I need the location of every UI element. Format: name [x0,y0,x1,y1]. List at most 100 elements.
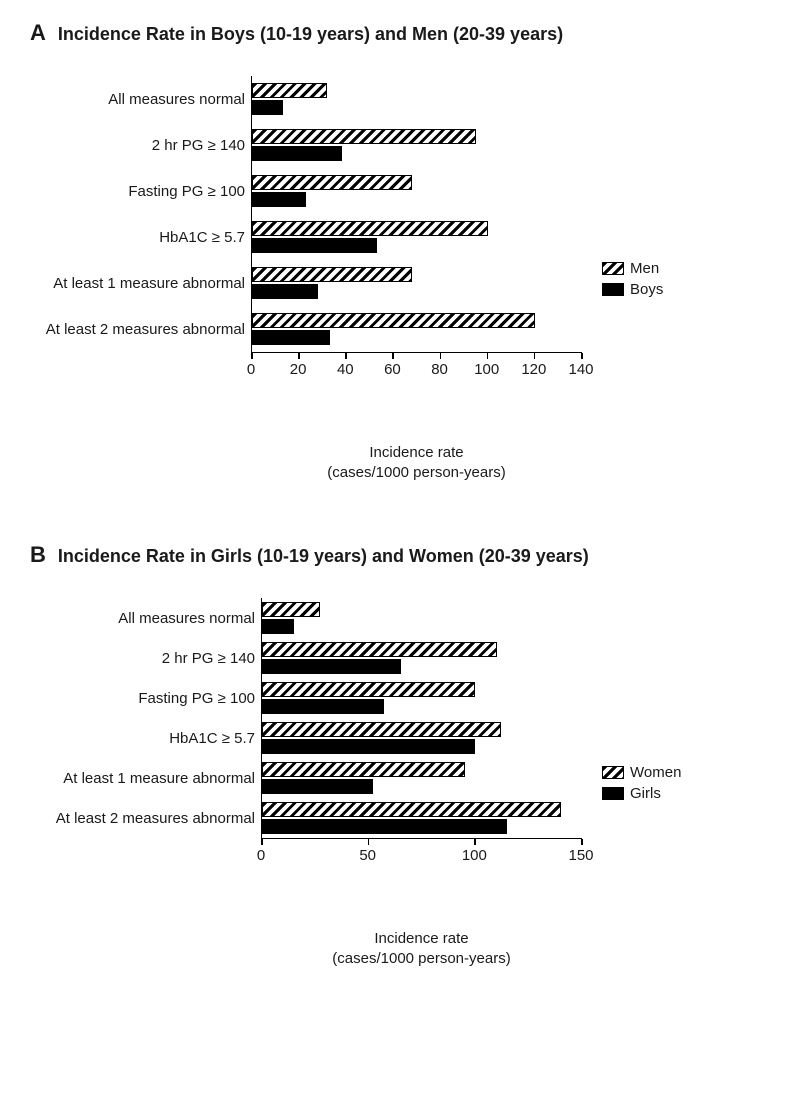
bar-girls [262,779,373,794]
category-slot [252,214,582,260]
x-tick [261,839,263,845]
category-slot [262,718,582,758]
x-axis: 020406080100120140 [251,353,581,413]
x-tick [345,353,347,359]
chart-block: All measures normal2 hr PG ≥ 140Fasting … [30,76,582,482]
x-axis-title-line2: (cases/1000 person-years) [251,463,582,483]
legend-item: Girls [602,785,681,802]
x-tick [440,353,442,359]
x-tick [368,839,370,845]
category-label: All measures normal [30,598,255,638]
bar-girls [262,659,401,674]
x-tick-label: 20 [290,361,307,378]
bar-boys [252,146,342,161]
category-label: 2 hr PG ≥ 140 [30,122,245,168]
category-slot [252,122,582,168]
bar-women [262,802,561,817]
category-slot [262,678,582,718]
category-slot [252,306,582,352]
category-slot [252,260,582,306]
plot-area [261,598,582,839]
bar-men [252,175,412,190]
x-tick-label: 100 [474,361,499,378]
x-tick-label: 140 [568,361,593,378]
bar-women [262,762,465,777]
legend: Men Boys [602,256,663,302]
category-slot [262,758,582,798]
x-tick [251,353,253,359]
category-slot [262,638,582,678]
panel-letter: B [30,542,46,568]
x-axis-title: Incidence rate(cases/1000 person-years) [251,443,582,482]
category-label: At least 1 measure abnormal [30,758,255,798]
plot-area [251,76,582,353]
x-tick [487,353,489,359]
bar-girls [262,739,475,754]
category-label: At least 2 measures abnormal [30,306,245,352]
bar-men [252,313,535,328]
category-label: At least 2 measures abnormal [30,798,255,838]
panel-a: A Incidence Rate in Boys (10-19 years) an… [30,20,757,482]
legend-item: Women [602,764,681,781]
legend-label: Men [630,260,659,277]
chart-block: All measures normal2 hr PG ≥ 140Fasting … [30,598,582,968]
category-label: All measures normal [30,76,245,122]
category-slot [262,598,582,638]
panel-title: Incidence Rate in Girls (10-19 years) an… [58,546,589,567]
legend-swatch-hatched [602,262,624,275]
category-label: 2 hr PG ≥ 140 [30,638,255,678]
bar-women [262,602,320,617]
x-axis-title-line1: Incidence rate [251,443,582,463]
panel-header: A Incidence Rate in Boys (10-19 years) an… [30,20,757,46]
x-tick-label: 80 [431,361,448,378]
x-tick-label: 120 [521,361,546,378]
legend-label: Women [630,764,681,781]
plot-column: 050100150Incidence rate(cases/1000 perso… [261,598,582,968]
x-tick [298,353,300,359]
legend-swatch-hatched [602,766,624,779]
panel-b: B Incidence Rate in Girls (10-19 years) a… [30,542,757,968]
legend-swatch-solid [602,283,624,296]
x-tick [534,353,536,359]
y-axis-labels: All measures normal2 hr PG ≥ 140Fasting … [30,76,251,352]
x-tick-label: 150 [568,847,593,864]
x-tick-label: 50 [359,847,376,864]
x-axis-title-line1: Incidence rate [261,929,582,949]
category-label: Fasting PG ≥ 100 [30,168,245,214]
legend-label: Boys [630,281,663,298]
x-axis-title-line2: (cases/1000 person-years) [261,949,582,969]
bar-women [262,642,497,657]
category-slot [252,168,582,214]
bar-girls [262,699,384,714]
x-tick-label: 100 [462,847,487,864]
panel-letter: A [30,20,46,46]
x-axis: 050100150 [261,839,581,899]
category-label: HbA1C ≥ 5.7 [30,214,245,260]
bar-boys [252,192,306,207]
bar-boys [252,238,377,253]
bar-women [262,682,475,697]
panel-title: Incidence Rate in Boys (10-19 years) and… [58,24,563,45]
plot-column: 020406080100120140Incidence rate(cases/1… [251,76,582,482]
x-tick [581,353,583,359]
bar-men [252,267,412,282]
x-tick-label: 0 [257,847,265,864]
chart-row: All measures normal2 hr PG ≥ 140Fasting … [30,76,757,482]
panel-header: B Incidence Rate in Girls (10-19 years) a… [30,542,757,568]
x-tick-label: 60 [384,361,401,378]
bar-men [252,83,327,98]
category-label: At least 1 measure abnormal [30,260,245,306]
x-axis-title: Incidence rate(cases/1000 person-years) [261,929,582,968]
legend-swatch-solid [602,787,624,800]
bar-women [262,722,501,737]
legend: Women Girls [602,760,681,806]
category-slot [252,76,582,122]
legend-label: Girls [630,785,661,802]
bar-boys [252,284,318,299]
legend-item: Men [602,260,663,277]
bar-boys [252,330,330,345]
x-tick [392,353,394,359]
bar-girls [262,619,294,634]
bar-men [252,221,488,236]
bar-girls [262,819,507,834]
